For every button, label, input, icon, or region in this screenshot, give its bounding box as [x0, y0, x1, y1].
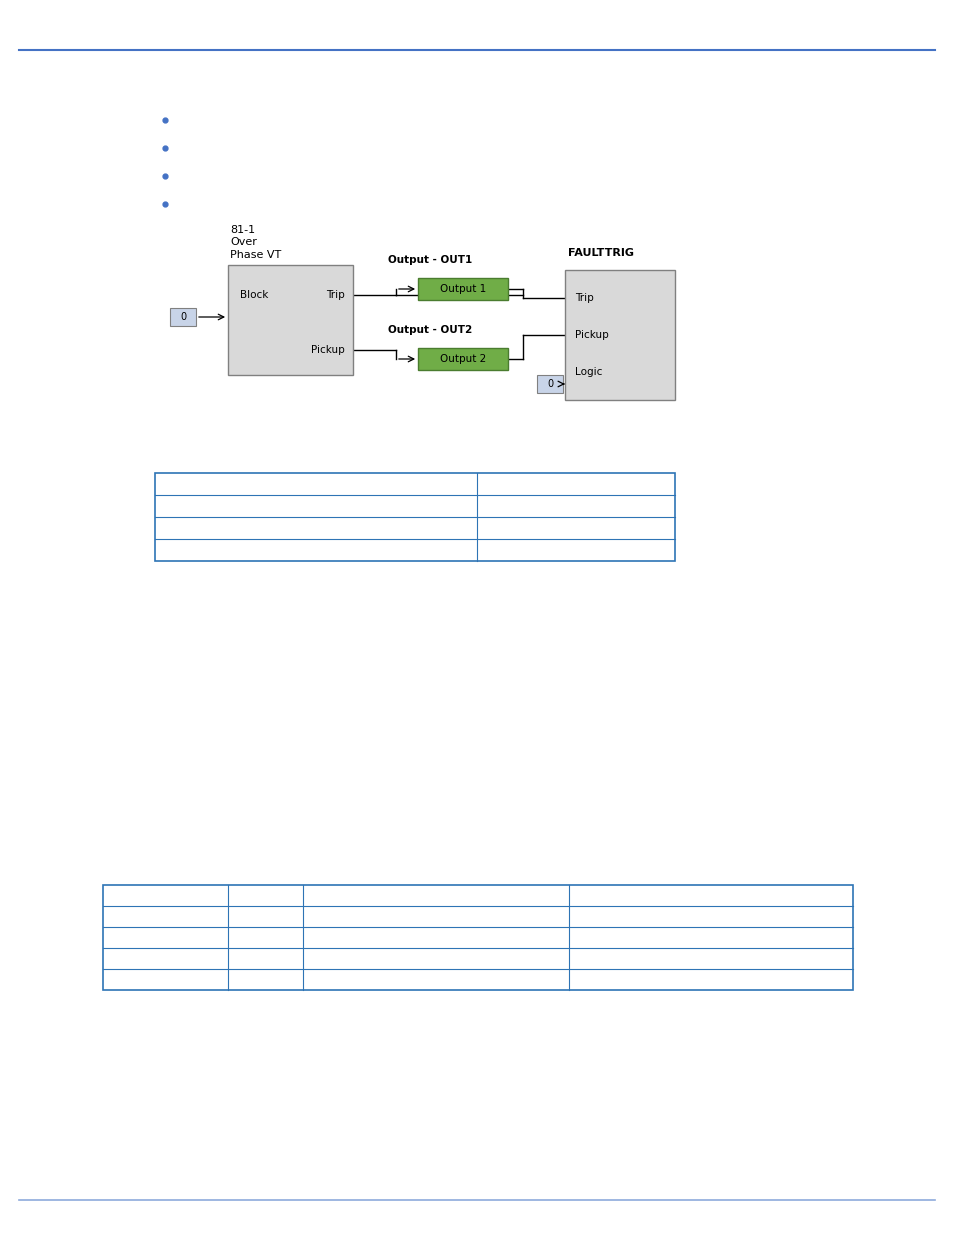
Text: Pickup: Pickup	[575, 330, 608, 340]
Text: Trip: Trip	[575, 293, 593, 303]
Bar	[228, 266, 353, 375]
Text: Output 1: Output 1	[439, 284, 486, 294]
Text: 0: 0	[180, 312, 186, 322]
Bar	[537, 375, 562, 393]
Text: Logic: Logic	[575, 367, 601, 377]
Text: Output - OUT2: Output - OUT2	[388, 325, 472, 335]
Text: FAULTTRIG: FAULTTRIG	[567, 248, 634, 258]
Text: Output 2: Output 2	[439, 354, 486, 364]
Bar	[103, 885, 852, 990]
Bar	[564, 270, 675, 400]
Bar	[170, 308, 195, 326]
Bar	[417, 278, 507, 300]
Text: Output - OUT1: Output - OUT1	[388, 254, 472, 266]
Text: Trip: Trip	[326, 290, 345, 300]
Text: Block: Block	[240, 290, 268, 300]
Text: 81-1
Over
Phase VT: 81-1 Over Phase VT	[230, 225, 281, 259]
Bar	[417, 348, 507, 370]
Bar	[154, 473, 675, 561]
Text: Pickup: Pickup	[311, 345, 345, 354]
Text: 0: 0	[546, 379, 553, 389]
